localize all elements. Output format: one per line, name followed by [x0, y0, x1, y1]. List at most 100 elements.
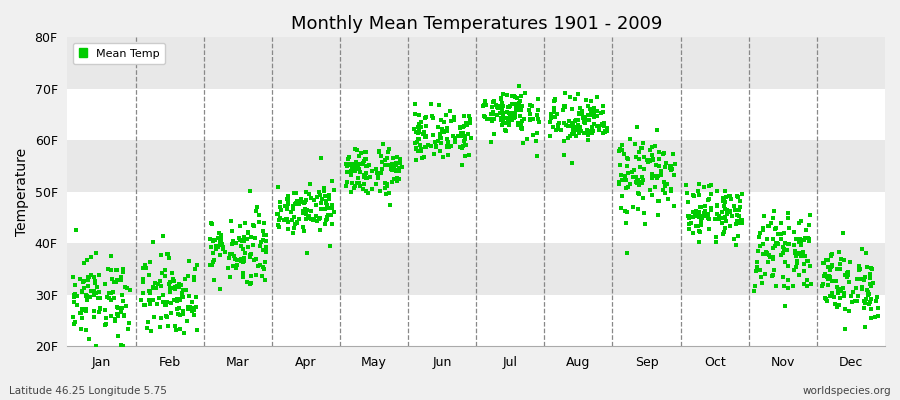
Point	[596, 130, 610, 137]
Point	[298, 199, 312, 205]
Point	[658, 183, 672, 189]
Point	[663, 163, 678, 170]
Point	[233, 237, 248, 244]
Point	[295, 198, 310, 205]
Point	[418, 114, 433, 120]
Point	[636, 177, 651, 184]
Point	[446, 117, 461, 124]
Point	[596, 108, 610, 115]
Point	[548, 97, 562, 104]
Point	[846, 288, 860, 295]
Point	[802, 238, 816, 244]
Point	[222, 250, 237, 257]
Point	[378, 180, 392, 186]
Point	[216, 246, 230, 252]
Point	[286, 206, 301, 212]
Point	[526, 132, 541, 139]
Point	[253, 262, 267, 268]
Point	[433, 135, 447, 142]
Point	[590, 122, 605, 129]
Point	[531, 116, 545, 122]
Point	[750, 258, 764, 265]
Point	[505, 101, 519, 107]
Point	[864, 296, 878, 302]
Point	[515, 118, 529, 124]
Point	[659, 160, 673, 166]
Point	[236, 270, 250, 276]
Point	[580, 137, 595, 144]
Point	[320, 216, 335, 222]
Point	[158, 302, 173, 308]
Point	[502, 118, 517, 124]
Point	[167, 284, 182, 290]
Point	[93, 294, 107, 301]
Point	[712, 216, 726, 222]
Point	[238, 250, 253, 256]
Point	[591, 124, 606, 130]
Point	[374, 170, 388, 176]
Point	[531, 119, 545, 126]
Point	[386, 154, 400, 161]
Point	[768, 226, 782, 232]
Point	[717, 228, 732, 235]
Point	[110, 267, 124, 273]
Point	[408, 140, 422, 146]
Point	[797, 236, 812, 243]
Point	[270, 222, 284, 228]
Point	[727, 203, 742, 209]
Point	[345, 180, 359, 186]
Point	[567, 131, 581, 137]
Point	[718, 194, 733, 200]
Point	[863, 274, 878, 281]
Point	[648, 184, 662, 190]
Point	[590, 94, 604, 100]
Point	[408, 111, 422, 118]
Point	[285, 216, 300, 223]
Point	[320, 201, 335, 208]
Point	[292, 216, 306, 222]
Point	[821, 282, 835, 288]
Point	[162, 255, 176, 261]
Point	[213, 252, 228, 258]
Point	[698, 184, 712, 190]
Point	[698, 207, 712, 214]
Point	[428, 150, 442, 157]
Point	[371, 174, 385, 181]
Point	[163, 284, 177, 291]
Point	[522, 107, 536, 114]
Point	[412, 121, 427, 127]
Point	[358, 172, 373, 178]
Point	[82, 274, 96, 280]
Point	[113, 274, 128, 280]
Point	[69, 302, 84, 308]
Point	[614, 204, 628, 211]
Point	[823, 274, 837, 281]
Point	[311, 216, 326, 222]
Point	[702, 196, 716, 202]
Point	[680, 189, 695, 196]
Point	[838, 306, 852, 313]
Point	[253, 243, 267, 249]
Point	[663, 164, 678, 171]
Point	[415, 155, 429, 161]
Point	[248, 208, 263, 214]
Point	[347, 183, 362, 189]
Point	[860, 287, 874, 294]
Y-axis label: Temperature: Temperature	[15, 148, 29, 236]
Point	[280, 196, 294, 202]
Point	[501, 116, 516, 122]
Point	[733, 220, 747, 226]
Point	[729, 193, 743, 200]
Point	[67, 292, 81, 298]
Point	[352, 153, 366, 159]
Point	[313, 206, 328, 212]
Point	[792, 250, 806, 256]
Point	[771, 231, 786, 237]
Point	[766, 254, 780, 260]
Point	[182, 293, 196, 300]
Point	[590, 108, 604, 115]
Point	[562, 132, 577, 139]
Point	[636, 154, 651, 160]
Point	[377, 185, 392, 191]
Point	[850, 298, 864, 305]
